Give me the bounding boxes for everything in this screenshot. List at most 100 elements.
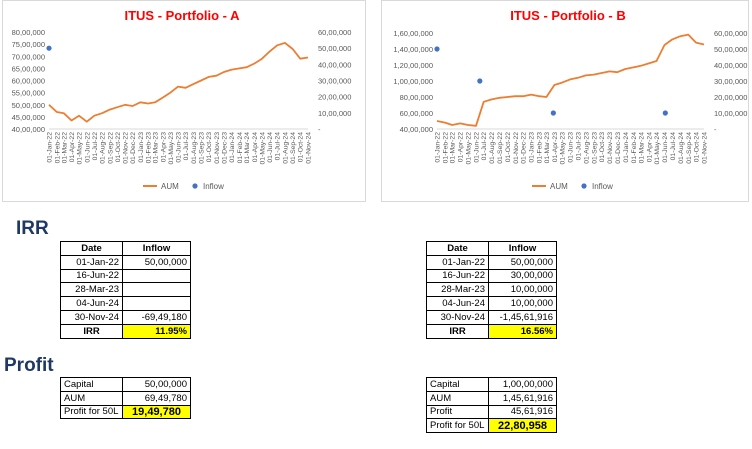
profit-result-row: Profit for 50L 19,49,780 — [60, 404, 191, 420]
irr-label: IRR — [426, 323, 489, 339]
profit-label-cell: AUM — [60, 390, 123, 406]
x-tick-label: 01-Apr-22 — [458, 132, 465, 162]
chart-panel-b: ITUS - Portfolio - B 1,60,00,000 1,40,00,0… — [381, 0, 749, 202]
right-axis-tick-label: 30,00,000 — [714, 77, 747, 86]
x-tick-label: 01-Aug-23 — [583, 132, 590, 164]
header-inflow: Inflow — [488, 241, 557, 256]
date-cell: 04-Jun-24 — [426, 296, 489, 311]
irr-value: 11.95% — [122, 323, 191, 339]
table-row: 28-Mar-23 — [60, 282, 191, 298]
left-axis-tick-label: 40,00,000 — [12, 125, 45, 134]
legend-inflow-label: Inflow — [592, 182, 613, 191]
profit-value-cell: 1,45,61,916 — [488, 390, 557, 406]
inflow-cell — [122, 296, 191, 311]
right-axis-tick-label: 60,00,000 — [318, 28, 351, 37]
legend-aum-label: AUM — [550, 182, 568, 191]
x-tick-label: 01-Dec-23 — [615, 132, 622, 164]
x-tick-label: 01-Jun-23 — [568, 132, 575, 163]
inflow-cell: 50,00,000 — [122, 254, 191, 270]
aum-line — [436, 33, 705, 127]
x-tick-label: 01-Jun-24 — [267, 132, 274, 163]
profit-label-cell: Capital — [426, 377, 489, 392]
right-axis-tick-label: 40,00,000 — [714, 61, 747, 70]
x-tick-label: 01-Mar-23 — [544, 132, 551, 164]
x-tick-label: 01-Jun-22 — [473, 132, 480, 163]
date-cell: 16-Jun-22 — [60, 268, 123, 284]
inflow-point — [46, 45, 52, 51]
right-axis-tick-label: 30,00,000 — [318, 77, 351, 86]
right-axis-tick-label: 40,00,000 — [318, 60, 351, 69]
left-axis-tick-label: 65,00,000 — [12, 64, 45, 73]
inflow-cell — [122, 282, 191, 298]
x-tick-label: 01-Feb-24 — [631, 132, 638, 164]
profit-result-value: 19,49,780 — [122, 404, 191, 420]
date-cell: 30-Nov-24 — [426, 309, 489, 325]
left-axis-tick-label: 70,00,000 — [12, 52, 45, 61]
profit-result-row: Profit for 50L 22,80,958 — [426, 418, 557, 434]
inflow-cell: 10,00,000 — [488, 282, 557, 298]
x-tick-label: 01-Oct-22 — [115, 132, 122, 162]
x-tick-label: 01-Nov-23 — [607, 132, 614, 164]
right-axis-tick-label: - — [318, 125, 321, 134]
x-tick-label: 01-Jun-24 — [662, 132, 669, 163]
left-axis-tick-label: 75,00,000 — [12, 40, 45, 49]
x-tick-label: 01-Sep-22 — [497, 132, 504, 164]
profit-table-b: Capital 1,00,00,000 AUM 1,45,61,916 Profit… — [426, 377, 557, 434]
x-tick-label: 01-Nov-24 — [702, 132, 709, 164]
date-cell: 01-Jan-22 — [426, 254, 489, 270]
x-tick-label: 01-Jan-23 — [529, 132, 536, 163]
x-tick-label: 01-Aug-22 — [489, 132, 496, 164]
inflow-cell: 10,00,000 — [488, 296, 557, 311]
x-tick-label: 01-Mar-24 — [244, 132, 251, 164]
profit-table-a: Capital 50,00,000 AUM 69,49,780 Profit for… — [60, 377, 191, 420]
irr-row: IRR 16.56% — [426, 323, 557, 339]
x-tick-label: 01-Oct-24 — [298, 132, 305, 162]
x-tick-label: 01-Nov-22 — [513, 132, 520, 164]
x-tick-label: 01-Oct-23 — [206, 132, 213, 162]
table-header-row: Date Inflow — [426, 241, 557, 256]
x-tick-label: 01-Jun-22 — [84, 132, 91, 163]
profit-value-cell: 1,00,00,000 — [488, 377, 557, 392]
inflow-cell: 50,00,000 — [488, 254, 557, 270]
x-tick-label: 01-Mar-22 — [450, 132, 457, 164]
date-cell: 01-Jan-22 — [60, 254, 123, 270]
profit-label-cell: Profit — [426, 404, 489, 420]
left-axis-tick-label: 45,00,000 — [12, 113, 45, 122]
x-tick-label: 01-Jan-24 — [229, 132, 236, 163]
irr-row: IRR 11.95% — [60, 323, 191, 339]
x-tick-label: 01-Mar-23 — [153, 132, 160, 164]
x-tick-label: 01-Dec-23 — [221, 132, 228, 164]
date-cell: 28-Mar-23 — [60, 282, 123, 298]
x-tick-label: 01-Nov-24 — [306, 132, 313, 164]
x-tick-label: 01-Apr-24 — [252, 132, 259, 162]
inflow-point — [662, 110, 668, 116]
table-header-row: Date Inflow — [60, 241, 191, 256]
irr-heading: IRR — [16, 218, 49, 239]
profit-value-cell: 50,00,000 — [122, 377, 191, 392]
table-row: Capital 50,00,000 — [60, 377, 191, 392]
irr-label: IRR — [60, 323, 123, 339]
inflow-cell: -69,49,180 — [122, 309, 191, 325]
legend-inflow-swatch — [581, 183, 587, 189]
left-axis-tick-label: 1,60,00,000 — [393, 29, 433, 38]
chart-title: ITUS - Portfolio - B — [510, 8, 626, 23]
legend-aum-label: AUM — [161, 182, 179, 191]
x-tick-label: 01-May-23 — [560, 132, 567, 165]
table-row: 04-Jun-24 — [60, 296, 191, 311]
x-tick-label: 01-Jan-23 — [138, 132, 145, 163]
left-axis-tick-label: 1,00,00,000 — [393, 77, 433, 86]
right-axis-tick-label: - — [714, 125, 717, 134]
legend-inflow-swatch — [192, 183, 198, 189]
profit-label-cell: AUM — [426, 390, 489, 406]
x-tick-label: 01-Jul-22 — [481, 132, 488, 161]
right-axis-tick-label: 20,00,000 — [714, 93, 747, 102]
left-axis-tick-label: 60,00,000 — [12, 77, 45, 86]
inflow-point — [434, 46, 440, 52]
x-tick-label: 01-Apr-23 — [552, 132, 559, 162]
x-tick-label: 01-Nov-23 — [214, 132, 221, 164]
irr-table-b: Date Inflow 01-Jan-22 50,00,000 16-Jun-22… — [426, 241, 557, 339]
x-tick-label: 01-Apr-23 — [160, 132, 167, 162]
x-tick-label: 01-Sep-23 — [591, 132, 598, 164]
chart-b: ITUS - Portfolio - B 1,60,00,000 1,40,00,0… — [393, 8, 747, 191]
x-tick-label: 01-Aug-24 — [282, 132, 289, 164]
